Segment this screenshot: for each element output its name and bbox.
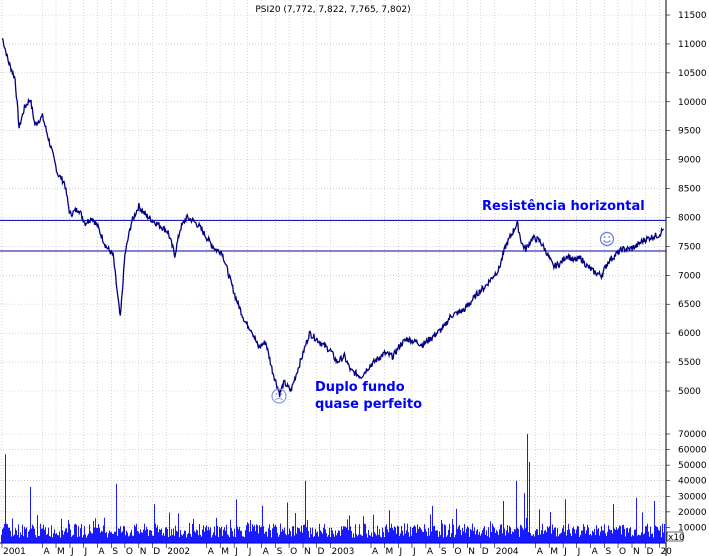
x-tick-label: M	[57, 547, 65, 556]
x-tick-label: A	[263, 547, 270, 556]
double-bottom-annotation: Duplo fundo quase perfeito	[315, 380, 422, 412]
volume-tick-label: 40000	[678, 477, 707, 487]
x-tick-label: A	[592, 547, 599, 556]
x-tick-label: J	[412, 547, 416, 556]
price-line	[1, 38, 665, 398]
x-tick-label: 2003	[332, 547, 355, 556]
y-tick-label: 7500	[678, 242, 701, 252]
x-tick-label: S	[112, 547, 118, 556]
x-tick-label: O	[290, 547, 297, 556]
x-tick-label: 2004	[496, 547, 519, 556]
y-tick-label: 6000	[678, 329, 701, 339]
volume-tick-label: 50000	[678, 461, 707, 471]
x-tick-label: M	[221, 547, 229, 556]
x-tick-label: O	[126, 547, 133, 556]
smiley-face-icon	[599, 231, 615, 247]
x-tick-label: J	[83, 547, 87, 556]
x-tick-label: N	[633, 547, 640, 556]
x-tick-label: J	[577, 547, 581, 556]
x-tick-label: A	[427, 547, 434, 556]
x-tick-label: M	[386, 547, 394, 556]
y-tick-label: 11000	[678, 40, 707, 50]
annotation-quase-perfeito: quase perfeito	[315, 397, 422, 412]
y-tick-label: 8000	[678, 213, 701, 223]
chart-grid	[0, 0, 667, 556]
x-tick-label: J	[398, 547, 402, 556]
x-tick-label: D	[318, 547, 325, 556]
x-tick-label: N	[468, 547, 475, 556]
x-tick-label: O	[454, 547, 461, 556]
x-tick-label: D	[153, 547, 160, 556]
x-tick-label: M	[550, 547, 558, 556]
resistance-annotation: Resistência horizontal	[482, 199, 645, 214]
x-tick-label: D	[482, 547, 489, 556]
price-series	[1, 38, 665, 398]
x-tick-label: 20	[660, 547, 672, 556]
price-axis-labels: 11500 11000 10500 10000 9500 9000 8500 8000 7500…	[666, 11, 707, 397]
x-tick-label: J	[563, 547, 567, 556]
volume-tick-label: 30000	[678, 492, 707, 502]
x-tick-label: S	[606, 547, 612, 556]
y-tick-label: 6500	[678, 300, 701, 310]
y-tick-label: 10000	[678, 98, 707, 108]
x-tick-label: 2002	[167, 547, 190, 556]
annotation-resistencia: Resistência horizontal	[482, 199, 645, 214]
x-tick-label: N	[140, 547, 147, 556]
volume-tick-label: 70000	[678, 430, 707, 440]
volume-tick-label: 20000	[678, 508, 707, 518]
volume-tick-label: 60000	[678, 446, 707, 456]
volume-tick-label: 10000	[678, 523, 707, 533]
volume-axis-labels: 70000 60000 50000 40000 30000 20000 10000	[666, 430, 707, 533]
x-tick-label: A	[537, 547, 544, 556]
y-tick-label: 8500	[678, 185, 701, 195]
y-tick-label: 5000	[678, 387, 701, 397]
x-tick-label: S	[277, 547, 283, 556]
x-tick-label: A	[98, 547, 105, 556]
x-tick-label: D	[647, 547, 654, 556]
x-tick-label: A	[372, 547, 379, 556]
y-tick-label: 10500	[678, 69, 707, 79]
date-axis-labels: 2001 A M J J A S O N D 2002 A M J J A S O N D 2003 A M J J A S O N D 2…	[1, 543, 672, 556]
volume-scale-label: x10	[668, 533, 685, 543]
y-tick-label: 5500	[678, 358, 701, 368]
x-tick-label: J	[248, 547, 252, 556]
volume-bars	[1, 434, 665, 543]
x-tick-label: O	[619, 547, 626, 556]
x-tick-label: A	[208, 547, 215, 556]
y-tick-label: 11500	[678, 11, 707, 21]
annotation-duplo-fundo: Duplo fundo	[315, 380, 405, 395]
x-tick-label: 2001	[3, 547, 26, 556]
x-tick-label: S	[441, 547, 447, 556]
x-tick-label: N	[304, 547, 311, 556]
x-tick-label: J	[234, 547, 238, 556]
sad-face-icon	[271, 388, 287, 404]
y-tick-label: 9000	[678, 156, 701, 166]
volume-scale-box: x10	[666, 531, 685, 543]
x-tick-label: J	[70, 547, 74, 556]
x-tick-label: A	[44, 547, 51, 556]
y-tick-label: 7000	[678, 271, 701, 281]
chart-title: PSI20 (7,772, 7,822, 7,765, 7,802)	[255, 5, 410, 15]
y-tick-label: 9500	[678, 127, 701, 137]
